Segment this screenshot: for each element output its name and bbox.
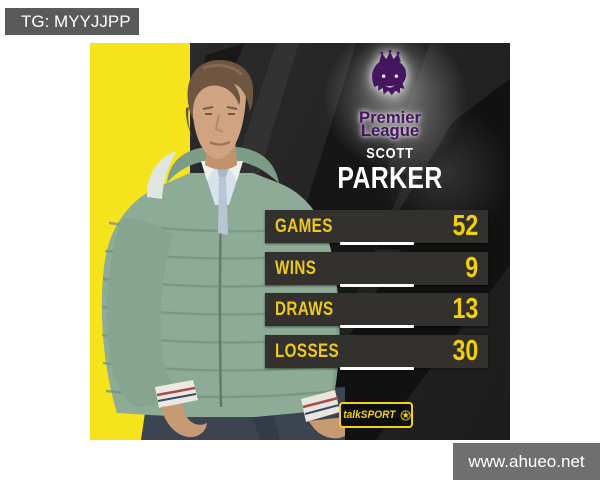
tie <box>218 177 228 235</box>
premier-league-wordmark-line1: Premier <box>358 108 422 127</box>
stat-row-games: GAMES 52 <box>265 210 488 245</box>
stat-value: 9 <box>465 252 478 284</box>
jacket-sleeve <box>107 218 183 407</box>
hand <box>309 417 345 439</box>
stats-graphic-card: Premier League SCOTT PARKER GAMES 52 WIN… <box>90 43 510 440</box>
stat-row-draws: DRAWS 13 <box>265 293 488 328</box>
hand <box>161 404 207 438</box>
nose <box>214 114 224 133</box>
premier-league-lion-icon <box>372 49 407 96</box>
row-shine-bar <box>339 284 414 287</box>
stat-label: DRAWS <box>275 298 334 320</box>
cuff-stripe <box>302 396 339 409</box>
tg-handle-badge: TG: MYYJJPP <box>5 8 139 35</box>
row-shine-bar <box>339 367 414 370</box>
hair <box>187 59 254 119</box>
stat-value: 52 <box>452 210 478 242</box>
site-watermark: www.ahueo.net <box>453 443 600 480</box>
manager-last-name: PARKER <box>337 160 443 195</box>
stat-label: LOSSES <box>275 340 340 362</box>
tie-knot <box>217 167 229 177</box>
face-features <box>202 106 238 115</box>
stat-row-losses: LOSSES 30 <box>265 335 488 370</box>
hair-side <box>185 107 194 139</box>
manager-first-name: SCOTT <box>366 145 414 162</box>
lion-head-shape <box>372 58 407 96</box>
talksport-wordmark: talkSPORT <box>343 409 396 421</box>
sleeve-cuff <box>301 390 340 422</box>
mouth <box>209 140 231 146</box>
cuff-stripe <box>156 386 196 397</box>
football-icon <box>400 409 411 421</box>
jacket-collar <box>167 147 279 183</box>
stat-value: 30 <box>452 335 478 367</box>
sleeve-cuff <box>155 380 198 408</box>
talksport-logo: talkSPORT <box>339 402 413 428</box>
crown-shape <box>379 51 401 62</box>
row-shine-bar <box>339 325 414 328</box>
cuff-stripe <box>304 404 340 415</box>
premier-league-wordmark-line2: League <box>360 121 420 140</box>
header-block: Premier League SCOTT PARKER <box>300 49 480 195</box>
hair-highlight <box>202 63 244 77</box>
stat-label: GAMES <box>275 215 333 237</box>
stat-value: 13 <box>452 293 478 325</box>
hood-lining <box>147 151 177 199</box>
row-shine-bar <box>339 242 414 245</box>
stat-label: WINS <box>275 257 317 279</box>
cuff-stripe <box>157 393 197 402</box>
stat-row-wins: WINS 9 <box>265 252 488 287</box>
